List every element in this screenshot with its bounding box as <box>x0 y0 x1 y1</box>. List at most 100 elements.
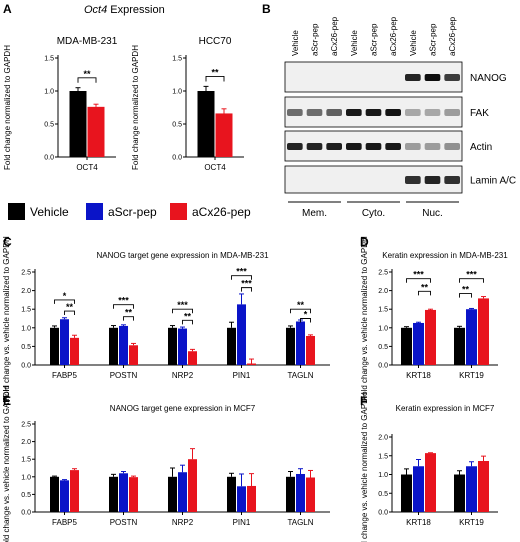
y-tick-label: 0.0 <box>21 363 31 370</box>
significance-bracket <box>54 299 75 304</box>
blot-band <box>405 176 421 184</box>
western-blot: Vehicle aScr-pep aCx26-pep Vehicle aScr-pep a… <box>284 16 516 219</box>
group-label: Nuc. <box>422 208 443 219</box>
blot-band <box>424 176 441 184</box>
significance-label: ** <box>184 311 192 321</box>
chart-title: MDA-MB-231 <box>57 36 118 47</box>
panel-label-e: E <box>3 394 11 408</box>
significance-label: *** <box>413 270 424 280</box>
y-tick-label: 2.0 <box>21 439 31 446</box>
lane-label: Vehicle <box>291 30 300 56</box>
bar <box>119 325 128 365</box>
significance-bracket <box>300 318 311 323</box>
y-tick-label: 1.0 <box>378 472 388 479</box>
x-tick-label: PIN1 <box>233 371 251 380</box>
legend-swatch <box>86 203 103 220</box>
significance-label: ** <box>211 67 219 77</box>
y-tick-label: 1.0 <box>21 325 31 332</box>
chart-title: Keratin expression in MDA-MB-231 <box>382 251 508 260</box>
chart-e: NANOG target gene expression in MCF7 Fold… <box>2 386 330 542</box>
y-tick-label: 0.0 <box>378 510 388 517</box>
bar <box>478 461 489 512</box>
y-tick-label: 2.5 <box>21 422 31 429</box>
bar <box>425 309 436 365</box>
significance-label: ** <box>462 285 470 295</box>
x-tick-label: FABP5 <box>52 371 77 380</box>
lane-label: aCx26-pep <box>330 16 339 56</box>
chart-a1: MDA-MB-231 Fold change normalized to GAPD… <box>3 36 118 172</box>
y-tick-label: 0.5 <box>378 491 388 498</box>
panel-label-c: C <box>3 235 12 249</box>
bar <box>306 477 315 512</box>
x-tick-label: OCT4 <box>204 163 226 172</box>
chart-title: NANOG target gene expression in MDA-MB-2… <box>96 251 269 260</box>
bar <box>413 466 424 512</box>
blot-band <box>306 143 323 150</box>
bar <box>237 486 246 512</box>
group-label: Mem. <box>302 208 327 219</box>
blot-band <box>405 143 421 150</box>
y-tick-label: 0.5 <box>21 492 31 499</box>
panel-label-f: F <box>360 394 367 408</box>
chart-c: NANOG target gene expression in MDA-MB-2… <box>2 236 330 401</box>
bar <box>401 327 412 365</box>
blot-band <box>365 143 382 150</box>
bar <box>425 453 436 512</box>
chart-d: Keratin expression in MDA-MB-231 Fold cha… <box>360 236 508 401</box>
blot-band <box>385 143 401 150</box>
panel-label-b: B <box>262 2 271 16</box>
significance-bracket <box>172 308 193 314</box>
bar <box>168 476 177 512</box>
y-tick-label: 2.5 <box>378 270 388 277</box>
bar <box>188 351 197 365</box>
y-tick-label: 2.0 <box>378 288 388 295</box>
x-tick-label: NRP2 <box>172 371 194 380</box>
y-axis-label: Fold change vs. vehicle normalized to GA… <box>2 236 11 401</box>
y-tick-label: 0.5 <box>172 122 182 129</box>
lane-label: aCx26-pep <box>448 16 457 56</box>
y-tick-label: 0.0 <box>21 510 31 517</box>
significance-bracket <box>64 310 75 316</box>
x-tick-label: PIN1 <box>233 518 251 527</box>
significance-bracket <box>459 293 472 298</box>
legend-swatch <box>8 203 25 220</box>
y-tick-label: 0.5 <box>21 344 31 351</box>
blot-band <box>385 109 401 116</box>
bar <box>247 485 256 512</box>
y-axis-label: Fold change vs. vehicle normalized to GA… <box>360 392 369 542</box>
significance-bracket <box>418 290 431 296</box>
x-tick-label: KRT18 <box>406 371 431 380</box>
bar <box>478 298 489 365</box>
x-tick-label: KRT18 <box>406 518 431 527</box>
bar <box>466 309 477 365</box>
panel-label-d: D <box>360 235 369 249</box>
y-tick-label: 0.0 <box>172 155 182 162</box>
bar <box>70 337 79 365</box>
bar <box>60 480 69 512</box>
chart-title: Keratin expression in MCF7 <box>396 404 495 413</box>
blot-band <box>424 74 441 81</box>
significance-label: ** <box>66 302 74 312</box>
significance-label: *** <box>241 279 252 289</box>
bar <box>227 327 236 365</box>
blot-row-label: Lamin A/C <box>470 176 516 187</box>
bar <box>286 476 295 512</box>
chart-a2: HCC70 Fold change normalized to GAPDH 0.0 0… <box>131 36 244 172</box>
bar <box>227 476 236 512</box>
blot-band <box>326 143 342 150</box>
y-tick-label: 1.0 <box>378 325 388 332</box>
bar <box>188 459 197 512</box>
lane-label: aScr-pep <box>429 23 438 56</box>
x-tick-label: KRT19 <box>459 371 484 380</box>
bar <box>215 113 233 157</box>
bar <box>247 363 256 365</box>
significance-label: ** <box>421 282 429 292</box>
y-tick-label: 1.0 <box>172 89 182 96</box>
panel-a-title: Oct4 Expression <box>84 4 165 16</box>
y-tick-label: 1.5 <box>44 56 54 63</box>
panel-a-title-rest: Expression <box>107 4 164 16</box>
y-tick-label: 0.0 <box>378 363 388 370</box>
bar <box>87 106 105 157</box>
bar <box>119 473 128 512</box>
blot-band <box>346 109 362 116</box>
